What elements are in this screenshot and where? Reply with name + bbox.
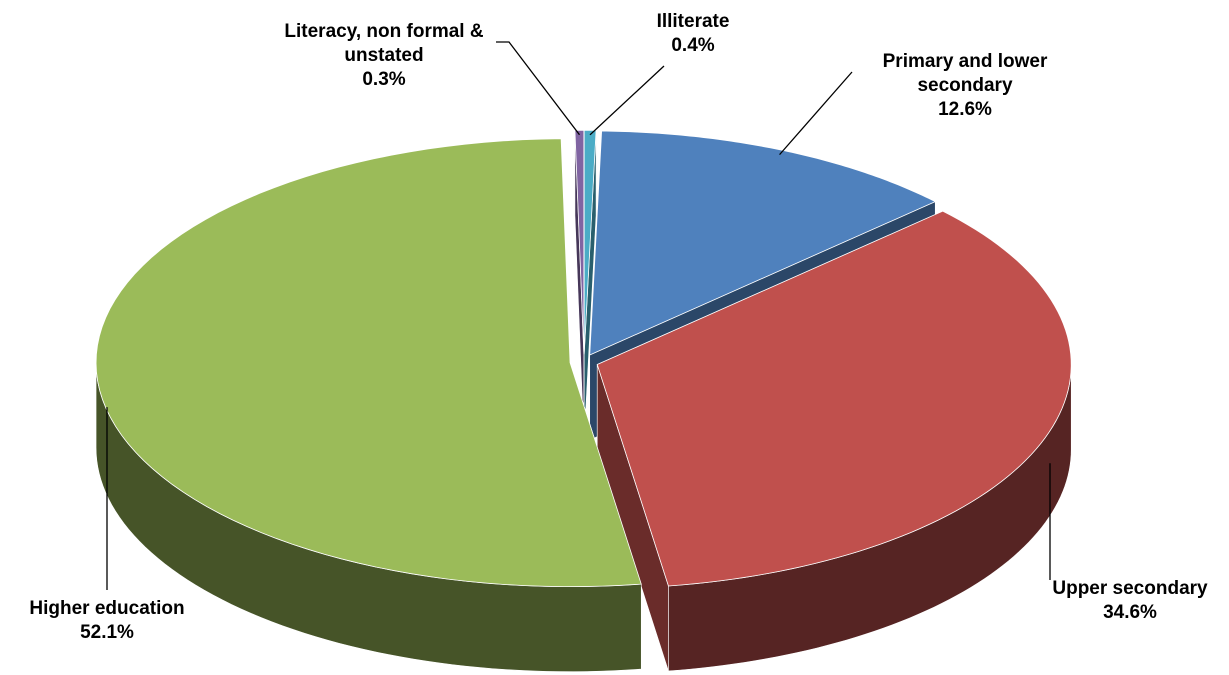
category: Literacy, non formal & unstated <box>284 21 484 66</box>
value-label: 0.4% <box>671 35 715 56</box>
data-label: Primary and lower secondary 12.6% <box>850 50 1080 122</box>
value-label: 12.6% <box>938 99 992 120</box>
leader-line <box>589 65 665 136</box>
category: Illiterate <box>656 11 730 32</box>
value-label: 52.1% <box>80 622 134 643</box>
value-label: 0.3% <box>362 69 406 90</box>
category: Upper secondary <box>1052 578 1208 599</box>
data-label: Upper secondary 34.6% <box>1030 577 1229 625</box>
slice <box>95 138 642 588</box>
value-label: 34.6% <box>1103 602 1157 623</box>
category: Higher education <box>29 598 185 619</box>
category: Primary and lower secondary <box>882 51 1048 96</box>
leader-line <box>779 71 853 156</box>
slice <box>596 210 1072 587</box>
leader-line <box>496 41 581 136</box>
data-label: Illiterate 0.4% <box>618 10 768 58</box>
data-label: Higher education 52.1% <box>0 597 214 645</box>
data-label: Literacy, non formal & unstated 0.3% <box>268 20 500 92</box>
